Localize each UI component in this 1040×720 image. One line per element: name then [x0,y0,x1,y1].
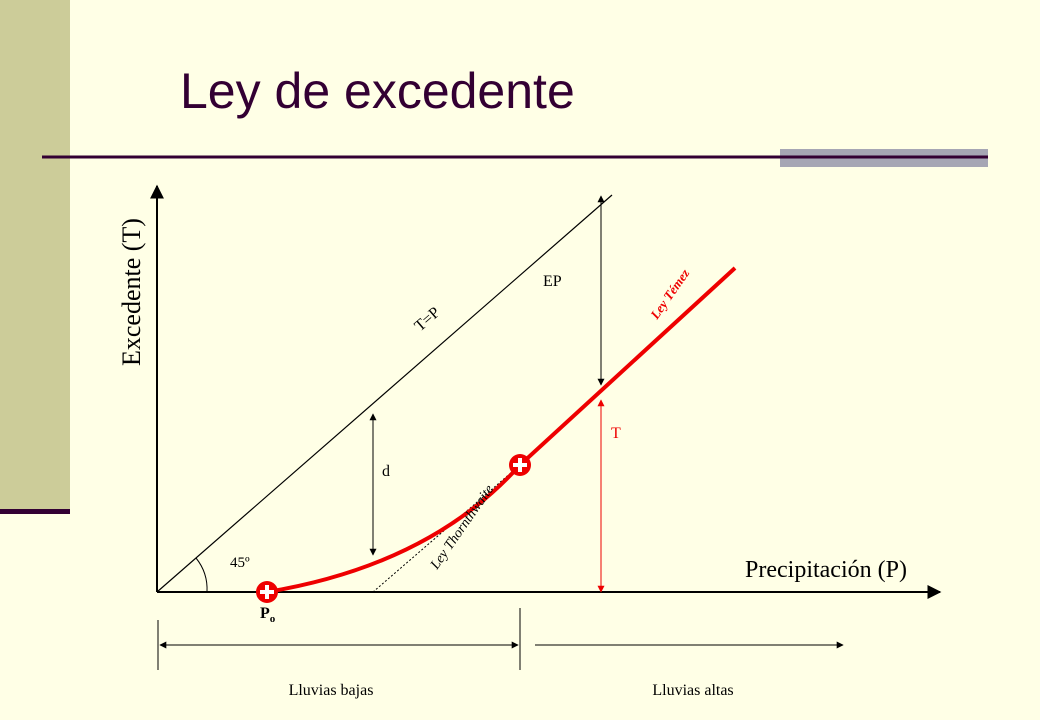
side-bar [0,0,70,510]
tp-line [156,194,613,593]
temez-curve [266,266,737,594]
cross-po [256,581,278,603]
y-axis-label: Excedente (T) [117,218,146,366]
low-range-label: Lluvias bajas [289,682,374,699]
po-main: P [260,605,270,622]
title: Ley de excedente [180,63,575,119]
po-label: Po [260,605,276,625]
x-axis-label: Precipitación (P) [745,557,907,583]
ep-label: EP [543,273,562,290]
side-bar-line [0,509,70,514]
high-range-label: Lluvias altas [652,682,733,699]
angle-arc [195,557,208,593]
cross-break [509,454,531,476]
t-label: T [611,425,621,442]
d-label: d [382,463,390,480]
angle-label: 45º [230,555,250,571]
po-sub: o [270,613,276,625]
